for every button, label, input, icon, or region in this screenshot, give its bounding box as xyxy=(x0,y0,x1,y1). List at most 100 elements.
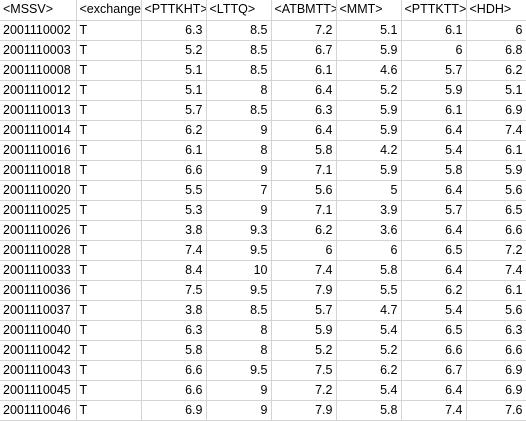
table-cell[interactable]: T xyxy=(76,20,142,41)
table-cell[interactable]: 4.2 xyxy=(336,140,402,161)
header-cell-mssv[interactable]: <MSSV> xyxy=(0,0,77,21)
table-cell[interactable]: 8.5 xyxy=(206,20,272,41)
table-cell[interactable]: 6.2 xyxy=(336,360,402,381)
table-cell[interactable]: T xyxy=(76,120,142,141)
table-cell[interactable]: 9 xyxy=(206,200,272,221)
table-cell[interactable]: 8.4 xyxy=(141,260,207,281)
table-cell[interactable]: T xyxy=(76,360,142,381)
table-cell[interactable]: 5.9 xyxy=(401,80,467,101)
table-cell[interactable]: 6.7 xyxy=(271,40,337,61)
table-cell[interactable]: 5.4 xyxy=(336,320,402,341)
table-cell[interactable]: 6.1 xyxy=(401,20,467,41)
table-cell[interactable]: 7.5 xyxy=(141,280,207,301)
table-cell[interactable]: T xyxy=(76,200,142,221)
header-cell-atbmtt[interactable]: <ATBMTT> xyxy=(271,0,337,21)
table-cell[interactable]: 4.6 xyxy=(336,60,402,81)
table-cell[interactable]: 5.2 xyxy=(271,340,337,361)
table-cell[interactable]: T xyxy=(76,40,142,61)
table-cell[interactable]: 6.1 xyxy=(271,60,337,81)
table-cell[interactable]: T xyxy=(76,340,142,361)
table-cell[interactable]: 2001110036 xyxy=(0,280,77,301)
table-cell[interactable]: 6.4 xyxy=(401,260,467,281)
table-cell[interactable]: 7.1 xyxy=(271,160,337,181)
table-cell[interactable]: 5.5 xyxy=(141,180,207,201)
table-cell[interactable]: T xyxy=(76,280,142,301)
table-cell[interactable]: 5.1 xyxy=(466,80,526,101)
table-cell[interactable]: 7.4 xyxy=(141,240,207,261)
table-cell[interactable]: 9 xyxy=(206,120,272,141)
table-cell[interactable]: T xyxy=(76,240,142,261)
table-cell[interactable]: 2001110033 xyxy=(0,260,77,281)
table-cell[interactable]: 5.4 xyxy=(336,380,402,401)
table-cell[interactable]: 6.6 xyxy=(141,360,207,381)
table-cell[interactable]: 5.7 xyxy=(271,300,337,321)
table-cell[interactable]: 2001110002 xyxy=(0,20,77,41)
table-cell[interactable]: 5.9 xyxy=(271,320,337,341)
table-cell[interactable]: 6.1 xyxy=(466,280,526,301)
table-cell[interactable]: 2001110046 xyxy=(0,400,77,421)
table-cell[interactable]: 5.9 xyxy=(336,160,402,181)
table-cell[interactable]: 6.9 xyxy=(466,100,526,121)
table-cell[interactable]: 5.9 xyxy=(336,100,402,121)
table-cell[interactable]: T xyxy=(76,100,142,121)
table-cell[interactable]: 2001110037 xyxy=(0,300,77,321)
table-cell[interactable]: 4.7 xyxy=(336,300,402,321)
table-cell[interactable]: 3.8 xyxy=(141,300,207,321)
table-cell[interactable]: 6.2 xyxy=(401,280,467,301)
table-cell[interactable]: 5.8 xyxy=(271,140,337,161)
table-cell[interactable]: T xyxy=(76,180,142,201)
table-cell[interactable]: 6.6 xyxy=(141,380,207,401)
table-cell[interactable]: 5.4 xyxy=(401,300,467,321)
table-cell[interactable]: 2001110020 xyxy=(0,180,77,201)
table-cell[interactable]: 5.1 xyxy=(141,60,207,81)
table-cell[interactable]: 2001110014 xyxy=(0,120,77,141)
table-cell[interactable]: 2001110043 xyxy=(0,360,77,381)
table-cell[interactable]: 7.4 xyxy=(271,260,337,281)
table-cell[interactable]: 5.7 xyxy=(401,60,467,81)
table-cell[interactable]: 5.6 xyxy=(271,180,337,201)
table-cell[interactable]: T xyxy=(76,400,142,421)
table-cell[interactable]: 6.3 xyxy=(466,320,526,341)
table-cell[interactable]: 5.3 xyxy=(141,200,207,221)
table-cell[interactable]: 6.5 xyxy=(401,320,467,341)
table-cell[interactable]: 2001110013 xyxy=(0,100,77,121)
table-cell[interactable]: 2001110026 xyxy=(0,220,77,241)
table-cell[interactable]: 6.5 xyxy=(466,200,526,221)
table-cell[interactable]: 6.4 xyxy=(401,380,467,401)
table-cell[interactable]: 2001110003 xyxy=(0,40,77,61)
table-cell[interactable]: 5.9 xyxy=(336,40,402,61)
table-cell[interactable]: 5.2 xyxy=(141,40,207,61)
header-cell-mmt[interactable]: <MMT> xyxy=(336,0,402,21)
table-cell[interactable]: 5.8 xyxy=(141,340,207,361)
table-cell[interactable]: 5.8 xyxy=(336,260,402,281)
table-cell[interactable]: 6.1 xyxy=(141,140,207,161)
table-cell[interactable]: 3.8 xyxy=(141,220,207,241)
table-cell[interactable]: 7.1 xyxy=(271,200,337,221)
table-cell[interactable]: 8 xyxy=(206,140,272,161)
table-cell[interactable]: 8.5 xyxy=(206,300,272,321)
table-cell[interactable]: 9 xyxy=(206,380,272,401)
table-cell[interactable]: 6.4 xyxy=(401,120,467,141)
table-cell[interactable]: 7.4 xyxy=(466,260,526,281)
table-cell[interactable]: 6.6 xyxy=(466,220,526,241)
table-cell[interactable]: 5.9 xyxy=(336,120,402,141)
table-cell[interactable]: 2001110016 xyxy=(0,140,77,161)
table-cell[interactable]: 7.4 xyxy=(401,400,467,421)
table-cell[interactable]: 2001110028 xyxy=(0,240,77,261)
table-cell[interactable]: 6.9 xyxy=(466,360,526,381)
table-cell[interactable]: 5 xyxy=(336,180,402,201)
table-cell[interactable]: 2001110045 xyxy=(0,380,77,401)
table-cell[interactable]: 5.1 xyxy=(336,20,402,41)
table-cell[interactable]: 3.6 xyxy=(336,220,402,241)
table-cell[interactable]: 7.9 xyxy=(271,400,337,421)
table-cell[interactable]: 7 xyxy=(206,180,272,201)
table-cell[interactable]: T xyxy=(76,320,142,341)
header-cell-lttq[interactable]: <LTTQ> xyxy=(206,0,272,21)
table-cell[interactable]: 5.8 xyxy=(336,400,402,421)
table-cell[interactable]: 6.3 xyxy=(141,20,207,41)
table-cell[interactable]: 6.4 xyxy=(271,120,337,141)
table-cell[interactable]: T xyxy=(76,220,142,241)
table-cell[interactable]: 5.4 xyxy=(401,140,467,161)
table-cell[interactable]: 6.5 xyxy=(401,240,467,261)
